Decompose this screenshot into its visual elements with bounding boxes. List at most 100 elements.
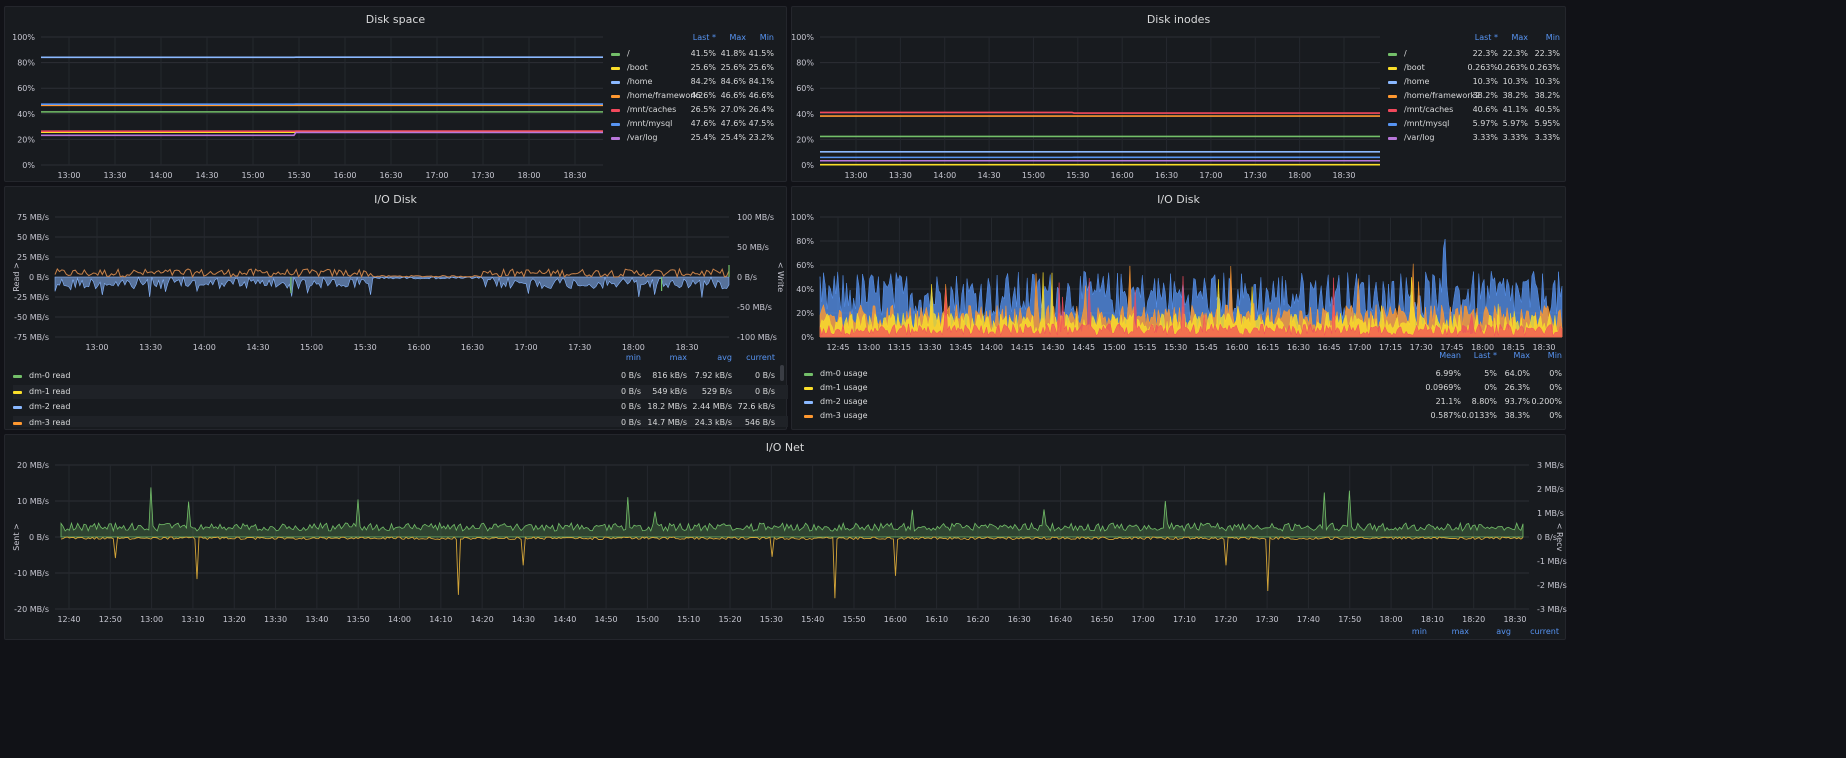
series-area-dm-0[interactable] bbox=[819, 276, 1563, 338]
legend-name: /var/log bbox=[1404, 133, 1435, 142]
legend-item[interactable]: /home/framework2 38.2% 38.2% 38.2% bbox=[1388, 89, 1564, 103]
legend-item[interactable]: dm-2 usage 21.1% 8.80% 93.7% 0.200% bbox=[804, 395, 1567, 409]
panel-io-disk-usage[interactable]: I/O Disk 100% 80% 60% 40% 20% 0% 12:45 13:00 13:… bbox=[791, 186, 1566, 430]
y-axis-label-left: Read > bbox=[12, 262, 21, 291]
legend-header[interactable]: min bbox=[1411, 627, 1427, 636]
y-tick-label: 80% bbox=[796, 59, 814, 68]
legend-header[interactable]: avg bbox=[1496, 627, 1511, 636]
y-tick-label: 25 MB/s bbox=[17, 253, 49, 262]
legend-name: dm-2 usage bbox=[820, 397, 868, 406]
legend-item[interactable]: /mnt/mysql 5.97% 5.97% 5.95% bbox=[1388, 117, 1564, 131]
legend-value: 84.2% bbox=[690, 77, 716, 86]
legend-item[interactable]: dm-0 usage 6.99% 5% 64.0% 0% bbox=[804, 367, 1567, 381]
legend-item[interactable]: dm-1 usage 0.0969% 0% 26.3% 0% bbox=[804, 381, 1567, 395]
panel-title[interactable]: Disk inodes bbox=[1146, 13, 1211, 26]
legend-item[interactable]: dm-1 read 0 B/s 549 kB/s 529 B/s 0 B/s bbox=[13, 384, 788, 399]
series-line[interactable] bbox=[41, 131, 603, 137]
legend-item[interactable]: /boot 0.263% 0.263% 0.263% bbox=[1388, 61, 1564, 75]
x-tick-label: 16:00 bbox=[1226, 343, 1249, 352]
x-tick-label: 13:50 bbox=[347, 615, 370, 624]
legend-value: 47.6% bbox=[690, 119, 716, 128]
legend-item[interactable]: dm-0 read 0 B/s 816 kB/s 7.92 kB/s 0 B/s bbox=[13, 369, 788, 383]
series-area-dm-1[interactable] bbox=[819, 272, 1563, 338]
x-tick-label: 14:30 bbox=[195, 171, 218, 180]
legend-item[interactable]: /mnt/caches 40.6% 41.1% 40.5% bbox=[1388, 103, 1564, 117]
panel-title[interactable]: I/O Disk bbox=[374, 193, 417, 206]
x-tick-label: 15:00 bbox=[300, 343, 323, 352]
legend-item[interactable]: /home 84.2% 84.6% 84.1% bbox=[611, 75, 785, 89]
legend-item[interactable]: dm-2 read 0 B/s 18.2 MB/s 2.44 MB/s 72.6 kB/… bbox=[13, 400, 788, 414]
disk-inodes-chart[interactable]: 100% 80% 60% 40% 20% 0% 13:00 13:30 14:00 14:30 15… bbox=[792, 29, 1382, 181]
x-tick-label: 15:00 bbox=[1103, 343, 1126, 352]
io-net-legend: min max avg current bbox=[5, 625, 1567, 639]
panel-disk-inodes[interactable]: Disk inodes 100% 80% 60% 40% 20% 0% 13:00 13:30… bbox=[791, 6, 1566, 182]
x-tick-label: 16:15 bbox=[1256, 343, 1279, 352]
legend-header[interactable]: Min bbox=[1545, 33, 1560, 42]
panel-title[interactable]: I/O Net bbox=[765, 441, 805, 454]
legend-header[interactable]: Min bbox=[1547, 351, 1562, 360]
legend-item[interactable]: /41.5% 41.8% 41.5% bbox=[611, 47, 785, 61]
x-tick-label: 17:10 bbox=[1173, 615, 1196, 624]
panel-title[interactable]: Disk space bbox=[365, 13, 426, 26]
legend-item[interactable]: dm-3 read 0 B/s 14.7 MB/s 24.3 kB/s 546 B/s bbox=[13, 415, 788, 427]
legend-item[interactable]: /var/log 25.4% 25.4% 23.2% bbox=[611, 131, 785, 145]
x-tick-label: 16:20 bbox=[966, 615, 989, 624]
legend-header[interactable]: Max bbox=[1511, 33, 1528, 42]
x-tick-label: 17:00 bbox=[1199, 171, 1222, 180]
legend-name: dm-1 read bbox=[29, 386, 71, 396]
legend-item[interactable]: dm-3 usage 0.587% 0.0133% 38.3% 0% bbox=[804, 409, 1567, 423]
series-line[interactable] bbox=[820, 111, 1380, 114]
series-area-sent[interactable] bbox=[60, 487, 1524, 538]
io-disk-usage-chart[interactable]: 100% 80% 60% 40% 20% 0% 12:45 13:00 13:15 13:30 13… bbox=[792, 209, 1567, 353]
legend-header[interactable]: Mean bbox=[1439, 351, 1461, 360]
legend-header[interactable]: Last * bbox=[1474, 33, 1498, 42]
disk-space-chart[interactable]: 100% 80% 60% 40% 20% 0% 13:00 13:30 14:00 14:30 15… bbox=[5, 29, 605, 181]
series-line-dm-3[interactable] bbox=[54, 267, 730, 279]
io-disk-rw-chart[interactable]: 75 MB/s 50 MB/s 25 MB/s 0 B/s -25 MB/s -50 MB… bbox=[5, 209, 788, 353]
x-tick-label: 17:20 bbox=[1214, 615, 1237, 624]
panel-disk-space[interactable]: Disk space 100% 80% 60% 40% 20% 0% 13:00 13:30 1… bbox=[4, 6, 787, 182]
legend-item[interactable]: / 22.3% 22.3% 22.3% bbox=[1388, 47, 1564, 61]
panel-title[interactable]: I/O Disk bbox=[1157, 193, 1200, 206]
legend-item[interactable]: /mnt/mysql 47.6% 47.6% 47.5% bbox=[611, 117, 785, 131]
y-tick-label: 60% bbox=[796, 84, 814, 93]
io-net-chart[interactable]: 20 MB/s 10 MB/s 0 B/s -10 MB/s -20 MB/s 3 MB/… bbox=[5, 455, 1567, 627]
legend-item[interactable]: /home 10.3% 10.3% 10.3% bbox=[1388, 75, 1564, 89]
legend-header[interactable]: current bbox=[1530, 627, 1559, 636]
legend-header[interactable]: max bbox=[1451, 627, 1469, 636]
legend-value: 38.2% bbox=[1534, 91, 1560, 100]
legend-header[interactable]: avg bbox=[717, 353, 732, 362]
legend-header[interactable]: Last * bbox=[692, 33, 716, 42]
legend-header[interactable]: Min bbox=[759, 33, 774, 42]
legend-header[interactable]: current bbox=[746, 353, 775, 362]
legend-value: 0 B/s bbox=[755, 371, 775, 380]
legend-scrollbar[interactable] bbox=[780, 365, 784, 381]
legend-name: /mnt/mysql bbox=[627, 119, 673, 128]
legend-header[interactable]: max bbox=[669, 353, 687, 362]
legend-header[interactable]: Max bbox=[729, 33, 746, 42]
legend-name: /home/framework2 bbox=[627, 91, 704, 100]
legend-item[interactable]: /boot 25.6% 25.6% 25.6% bbox=[611, 61, 785, 75]
panel-io-disk-read-write[interactable]: I/O Disk 75 MB/s 50 MB/s 25 MB/s 0 B/s -25 M… bbox=[4, 186, 788, 430]
legend-name: /home bbox=[1404, 77, 1430, 86]
legend-value: 40.5% bbox=[1534, 105, 1560, 114]
io-disk-rw-legend: min max avg current dm-0 read 0 B/s 816 kB/s 7.… bbox=[5, 353, 788, 427]
legend-header[interactable]: Max bbox=[1513, 351, 1530, 360]
y-tick-label: 40% bbox=[796, 285, 814, 294]
legend-item[interactable]: /mnt/caches 26.5% 27.0% 26.4% bbox=[611, 103, 785, 117]
legend-header[interactable]: min bbox=[625, 353, 641, 362]
panel-io-net[interactable]: I/O Net 20 MB/s 10 MB/s 0 B/s -10 MB/s -20 M… bbox=[4, 434, 1567, 640]
legend-header[interactable]: Last * bbox=[1473, 351, 1497, 360]
legend-name: dm-3 read bbox=[29, 417, 71, 427]
x-tick-label: 16:30 bbox=[1008, 615, 1031, 624]
legend-value: 46.6% bbox=[690, 91, 716, 100]
legend-name: /mnt/caches bbox=[1404, 105, 1454, 114]
legend-value: 0% bbox=[1484, 383, 1497, 392]
legend-swatch bbox=[1388, 95, 1397, 98]
series-area-dm-2[interactable] bbox=[54, 275, 730, 298]
legend-item[interactable]: /home/framework2 46.6% 46.6% 46.6% bbox=[611, 89, 785, 103]
series-line-recv[interactable] bbox=[60, 536, 1524, 599]
legend-value: 6.99% bbox=[1435, 369, 1461, 378]
x-tick-label: 18:30 bbox=[1503, 615, 1526, 624]
legend-item[interactable]: /var/log 3.33% 3.33% 3.33% bbox=[1388, 131, 1564, 145]
